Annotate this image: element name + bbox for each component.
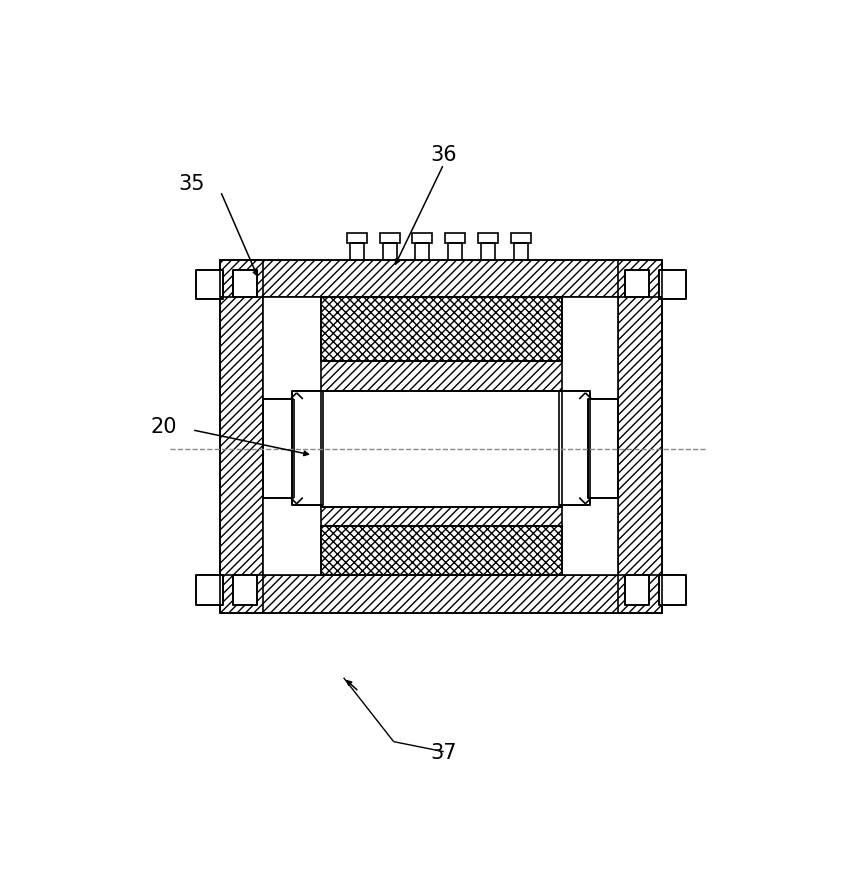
Text: 35: 35 xyxy=(178,174,205,194)
Bar xyxy=(196,270,222,299)
Bar xyxy=(618,261,661,613)
Bar xyxy=(233,575,257,605)
Bar xyxy=(220,261,661,298)
Bar xyxy=(233,270,257,298)
Bar xyxy=(379,233,400,244)
Bar xyxy=(320,527,561,575)
Bar xyxy=(320,507,561,527)
Bar xyxy=(320,361,561,392)
Bar xyxy=(220,261,262,613)
Bar xyxy=(320,392,561,507)
Bar xyxy=(624,575,648,605)
Bar xyxy=(587,400,618,498)
Bar xyxy=(659,270,686,299)
Text: 20: 20 xyxy=(151,417,177,436)
Bar xyxy=(559,392,590,506)
Bar xyxy=(196,575,222,605)
Bar xyxy=(412,233,432,244)
Bar xyxy=(262,298,618,575)
Bar xyxy=(659,575,686,605)
Text: 36: 36 xyxy=(430,145,457,165)
Bar xyxy=(291,392,322,506)
Bar xyxy=(445,233,464,244)
Bar xyxy=(477,233,497,244)
Bar xyxy=(320,298,561,361)
Bar xyxy=(220,575,661,613)
Bar xyxy=(346,233,366,244)
Bar xyxy=(624,270,648,298)
Text: 37: 37 xyxy=(430,742,457,762)
Bar xyxy=(510,233,530,244)
Bar xyxy=(262,400,293,498)
